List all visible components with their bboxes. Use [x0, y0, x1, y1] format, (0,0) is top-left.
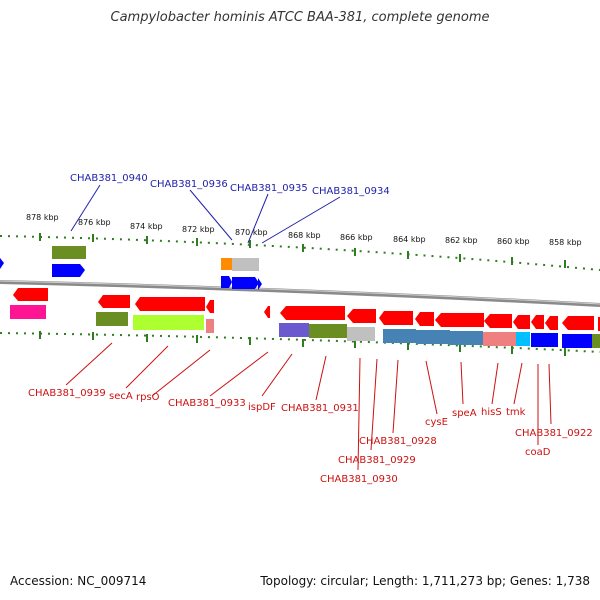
- gene-block[interactable]: [416, 330, 450, 344]
- gene-arrow-reverse[interactable]: [13, 288, 48, 301]
- gene-arrow-reverse[interactable]: [264, 306, 270, 318]
- gene-label-reverse[interactable]: CHAB381_0929: [338, 455, 416, 466]
- gene-block[interactable]: [562, 334, 592, 348]
- gene-arrow-reverse[interactable]: [135, 297, 205, 311]
- gene-arrow-reverse[interactable]: [562, 316, 594, 330]
- gene-label-reverse[interactable]: hisS: [481, 407, 502, 418]
- gene-label-reverse[interactable]: CHAB381_0928: [359, 436, 437, 447]
- forward-leader-lines: [70, 184, 341, 244]
- gene-arrow-reverse[interactable]: [513, 315, 530, 329]
- gene-label-reverse[interactable]: secA: [109, 391, 133, 402]
- gene-block[interactable]: [592, 334, 600, 348]
- tick-label: 870 kbp: [235, 228, 268, 237]
- topology-text: Topology: circular; Length: 1,711,273 bp…: [260, 574, 590, 588]
- gene-arrow-forward[interactable]: [0, 258, 4, 269]
- gene-label-reverse[interactable]: tmk: [506, 407, 526, 418]
- gene-arrow-forward[interactable]: [221, 276, 232, 288]
- gene-label-reverse[interactable]: CHAB381_0933: [168, 398, 246, 409]
- gene-label-reverse[interactable]: CHAB381_0930: [320, 474, 398, 485]
- genome-backbone: [0, 280, 600, 307]
- gene-block[interactable]: [96, 312, 128, 326]
- gene-arrow-reverse[interactable]: [98, 295, 130, 308]
- gene-block[interactable]: [10, 305, 46, 319]
- tick-label: 866 kbp: [340, 233, 373, 242]
- gene-arrow-reverse[interactable]: [280, 306, 345, 320]
- tick-label: 862 kbp: [445, 236, 478, 245]
- gene-block[interactable]: [483, 332, 516, 346]
- gene-label-reverse[interactable]: CHAB381_0939: [28, 388, 106, 399]
- gene-block[interactable]: [347, 327, 375, 341]
- gene-block[interactable]: [232, 258, 259, 271]
- gene-block[interactable]: [516, 332, 530, 346]
- reverse-genes: [10, 288, 600, 348]
- gene-block[interactable]: [383, 329, 416, 343]
- gene-label-reverse[interactable]: cysE: [425, 417, 448, 428]
- gene-block[interactable]: [133, 315, 204, 330]
- map-title: Campylobacter hominis ATCC BAA-381, comp…: [110, 10, 490, 25]
- gene-label-forward[interactable]: CHAB381_0936: [150, 179, 228, 190]
- gene-block[interactable]: [531, 333, 558, 347]
- gene-arrow-reverse[interactable]: [347, 309, 376, 323]
- gene-arrow-reverse[interactable]: [545, 316, 558, 330]
- gene-arrow-reverse[interactable]: [484, 314, 512, 328]
- tick-label: 872 kbp: [182, 225, 215, 234]
- gene-label-forward[interactable]: CHAB381_0934: [312, 186, 390, 197]
- accession-text: Accession: NC_009714: [10, 574, 147, 588]
- gene-label-reverse[interactable]: ispDF: [248, 402, 276, 413]
- gene-block[interactable]: [206, 319, 214, 333]
- tick-label: 874 kbp: [130, 222, 163, 231]
- inner-major-ticks: [39, 331, 566, 356]
- gene-arrow-forward[interactable]: [52, 264, 85, 277]
- gene-label-reverse[interactable]: coaD: [525, 447, 551, 458]
- gene-label-forward[interactable]: CHAB381_0935: [230, 183, 308, 194]
- gene-label-reverse[interactable]: speA: [452, 408, 477, 419]
- gene-block[interactable]: [450, 331, 483, 345]
- genome-backbone-highlight: [0, 280, 600, 305]
- gene-arrow-reverse[interactable]: [379, 311, 413, 325]
- gene-block[interactable]: [221, 258, 232, 270]
- reverse-leader-lines: [65, 342, 552, 471]
- forward-genes: [0, 246, 262, 290]
- tick-label: 864 kbp: [393, 235, 426, 244]
- gene-label-reverse[interactable]: CHAB381_0931: [281, 403, 359, 414]
- gene-block[interactable]: [309, 324, 347, 338]
- gene-block[interactable]: [52, 246, 86, 259]
- tick-label: 858 kbp: [549, 238, 582, 247]
- gene-label-forward[interactable]: CHAB381_0940: [70, 173, 148, 184]
- tick-label: 868 kbp: [288, 231, 321, 240]
- gene-arrow-forward[interactable]: [232, 277, 259, 289]
- gene-arrow-reverse[interactable]: [435, 313, 484, 327]
- tick-label: 876 kbp: [78, 218, 111, 227]
- tick-label: 878 kbp: [26, 213, 59, 222]
- gene-arrow-reverse[interactable]: [415, 312, 434, 326]
- gene-arrow-reverse[interactable]: [206, 300, 214, 313]
- gene-block[interactable]: [279, 323, 309, 337]
- gene-label-reverse[interactable]: rpsO: [136, 392, 160, 403]
- outer-major-ticks: [39, 233, 566, 268]
- gene-label-reverse[interactable]: CHAB381_0922: [515, 428, 593, 439]
- gene-arrow-forward[interactable]: [258, 278, 262, 290]
- tick-label: 860 kbp: [497, 237, 530, 246]
- gene-arrow-reverse[interactable]: [531, 315, 544, 329]
